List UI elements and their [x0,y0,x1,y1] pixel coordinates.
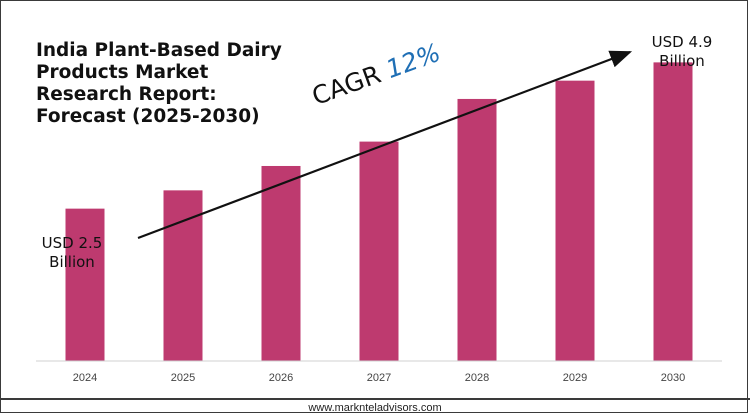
bar-2026 [261,165,301,361]
footer-divider [0,398,750,400]
bar-2030 [653,62,693,362]
bar-2028 [457,98,497,362]
bar-2024 [65,208,105,361]
x-tick-2024: 2024 [73,372,97,384]
footer-website: www.marknteladvisors.com [308,402,442,414]
x-tick-2028: 2028 [465,372,489,384]
bars-group [65,62,693,362]
bar-2029 [555,80,595,362]
bar-2025 [163,190,203,361]
start-value-annotation: USD 2.5 Billion [41,234,103,271]
growth-arrow [137,50,633,240]
x-tick-2030: 2030 [661,372,685,384]
x-tick-2027: 2027 [367,372,391,384]
x-tick-2025: 2025 [171,372,195,384]
x-tick-labels: 2024 2025 2026 2027 2028 2029 2030 [73,372,685,384]
chart-title: India Plant-Based Dairy Products Market … [36,40,282,127]
bar-2027 [359,141,399,361]
x-tick-2026: 2026 [269,372,293,384]
end-value-annotation: USD 4.9 Billion [651,33,713,70]
bar-chart: 2024 2025 2026 2027 2028 2029 2030 [36,50,722,384]
x-tick-2029: 2029 [563,372,587,384]
